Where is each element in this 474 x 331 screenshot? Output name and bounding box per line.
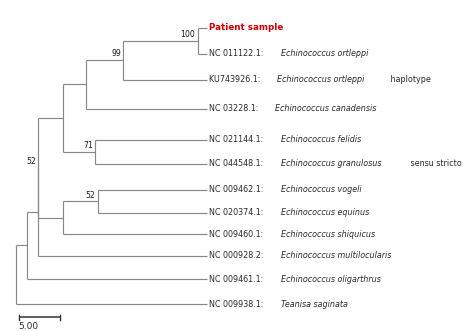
Text: Patient sample: Patient sample <box>209 23 283 32</box>
Text: Echinococcus canadensis: Echinococcus canadensis <box>275 104 376 113</box>
Text: NC 009938.1:: NC 009938.1: <box>209 300 266 309</box>
Text: haplotype: haplotype <box>388 75 430 84</box>
Text: NC 044548.1:: NC 044548.1: <box>209 160 266 168</box>
Text: NC 021144.1:: NC 021144.1: <box>209 135 266 144</box>
Text: Teanisa saginata: Teanisa saginata <box>281 300 348 309</box>
Text: Echinococcus vogeli: Echinococcus vogeli <box>281 185 362 194</box>
Text: 52: 52 <box>26 157 36 166</box>
Text: Echinococcus multilocularis: Echinococcus multilocularis <box>281 251 392 260</box>
Text: 52: 52 <box>86 191 95 200</box>
Text: Echinococcus felidis: Echinococcus felidis <box>281 135 361 144</box>
Text: Echinococcus oligarthrus: Echinococcus oligarthrus <box>281 274 381 284</box>
Text: 71: 71 <box>83 141 93 150</box>
Text: NC 000928.2:: NC 000928.2: <box>209 251 266 260</box>
Text: 100: 100 <box>181 30 195 39</box>
Text: Echinococcus ortleppi: Echinococcus ortleppi <box>277 75 365 84</box>
Text: 99: 99 <box>111 49 121 59</box>
Text: Echinococcus equinus: Echinococcus equinus <box>281 208 369 217</box>
Text: NC 009460.1:: NC 009460.1: <box>209 230 266 239</box>
Text: NC 009461.1:: NC 009461.1: <box>209 274 266 284</box>
Text: NC 009462.1:: NC 009462.1: <box>209 185 266 194</box>
Text: sensu stricto: sensu stricto <box>408 160 462 168</box>
Text: NC 011122.1:: NC 011122.1: <box>209 49 266 58</box>
Text: NC 03228.1:: NC 03228.1: <box>209 104 261 113</box>
Text: Echinococcus ortleppi: Echinococcus ortleppi <box>281 49 368 58</box>
Text: 5.00: 5.00 <box>18 322 39 331</box>
Text: Echinococcus shiquicus: Echinococcus shiquicus <box>281 230 375 239</box>
Text: KU743926.1:: KU743926.1: <box>209 75 263 84</box>
Text: NC 020374.1:: NC 020374.1: <box>209 208 266 217</box>
Text: Echinococcus granulosus: Echinococcus granulosus <box>281 160 382 168</box>
